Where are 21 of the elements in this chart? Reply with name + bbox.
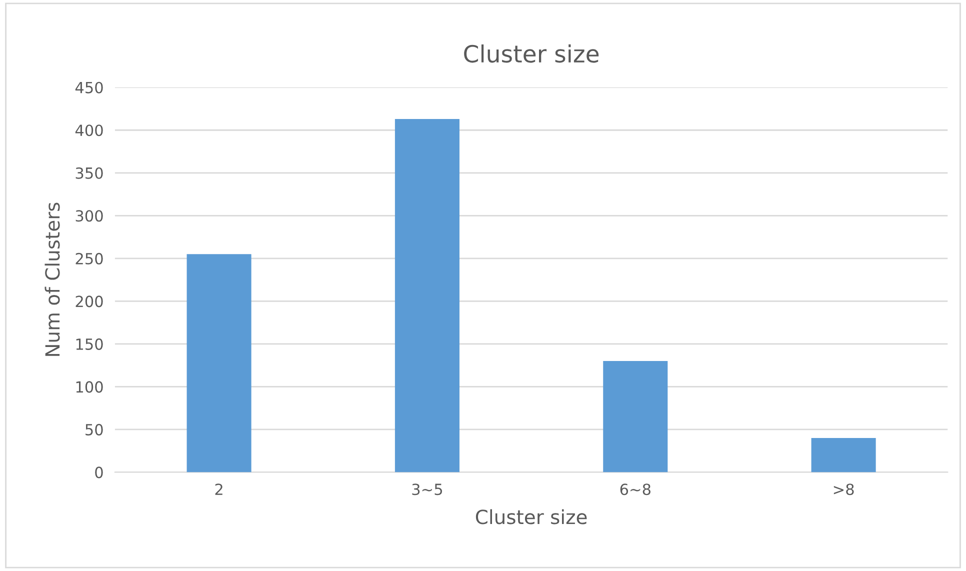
y-tick-label: 450 <box>75 82 103 94</box>
bar <box>811 438 876 472</box>
y-tick-label: 100 <box>76 381 103 393</box>
y-axis-title: Num of Clusters <box>44 202 60 356</box>
y-tick-label: 50 <box>86 424 103 436</box>
x-axis-title: Cluster size <box>476 509 587 524</box>
x-tick-label: 3~5 <box>412 484 442 496</box>
y-tick-label: 350 <box>76 167 103 179</box>
x-tick-label: 2 <box>215 484 222 495</box>
y-tick-label: 300 <box>76 210 103 222</box>
y-tick-label: 200 <box>76 296 103 308</box>
bar <box>603 361 668 472</box>
y-tick-label: 250 <box>76 252 103 264</box>
y-tick-label: 150 <box>76 338 103 350</box>
y-tick-label: 0 <box>95 466 103 478</box>
bar <box>186 254 252 472</box>
bar <box>394 119 460 472</box>
chart-title: Cluster size <box>464 44 599 63</box>
x-tick-label: 6~8 <box>620 484 650 496</box>
x-tick-label: >8 <box>834 484 854 496</box>
y-tick-label: 400 <box>75 124 103 136</box>
